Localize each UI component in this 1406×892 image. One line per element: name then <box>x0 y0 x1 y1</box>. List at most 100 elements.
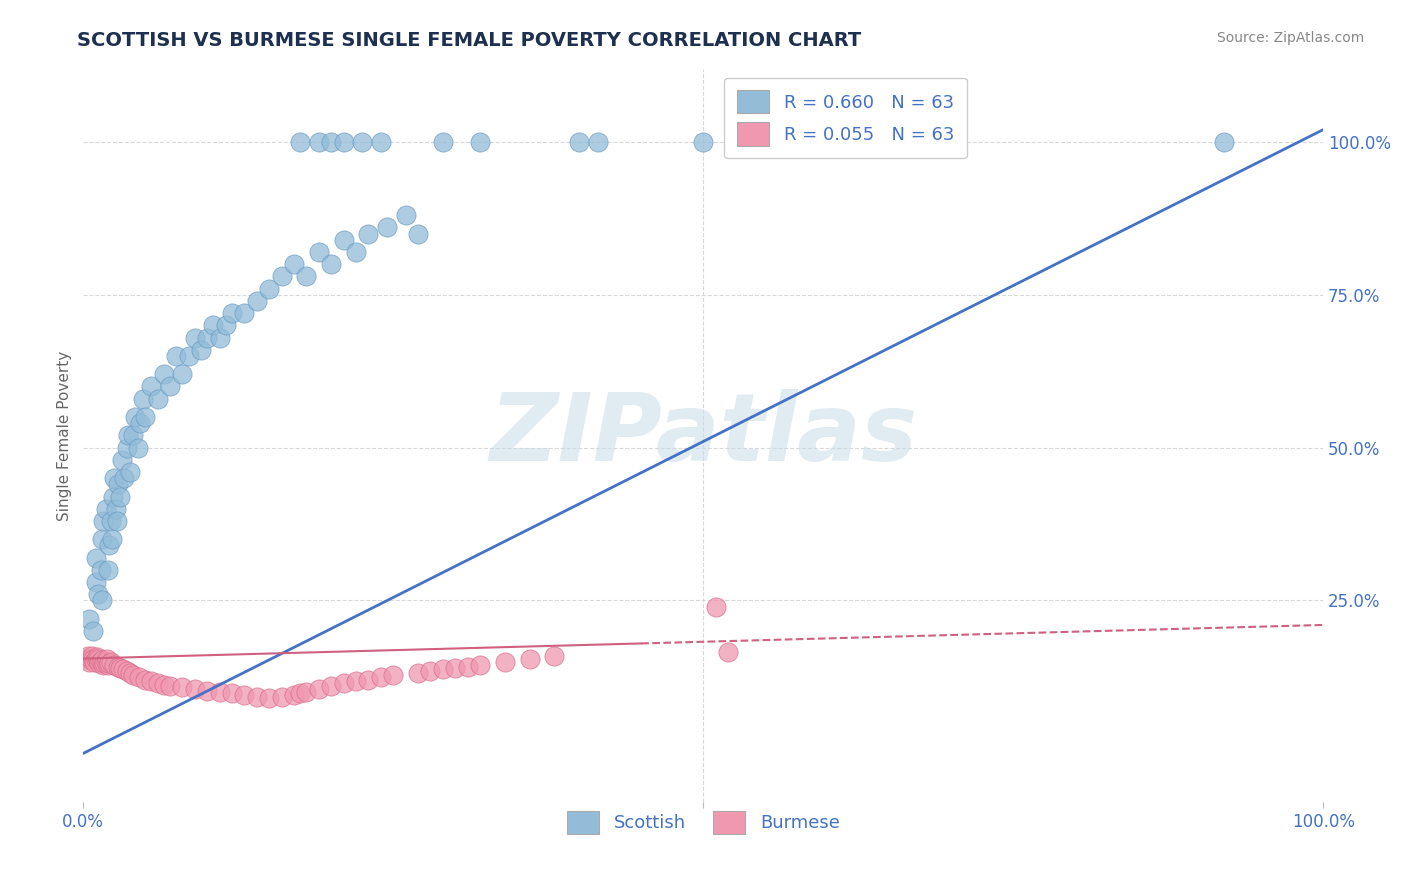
Point <box>344 244 367 259</box>
Point <box>321 257 343 271</box>
Point <box>120 665 142 680</box>
Point <box>370 135 392 149</box>
Point <box>159 679 181 693</box>
Text: SCOTTISH VS BURMESE SINGLE FEMALE POVERTY CORRELATION CHART: SCOTTISH VS BURMESE SINGLE FEMALE POVERT… <box>77 31 862 50</box>
Point <box>122 428 145 442</box>
Point <box>259 691 281 706</box>
Point <box>94 501 117 516</box>
Text: ZIPatlas: ZIPatlas <box>489 390 917 482</box>
Point <box>77 648 100 663</box>
Point <box>80 651 103 665</box>
Point <box>195 330 218 344</box>
Point <box>141 379 163 393</box>
Point <box>332 135 354 149</box>
Point <box>221 686 243 700</box>
Point <box>382 668 405 682</box>
Point <box>208 685 231 699</box>
Point <box>115 664 138 678</box>
Point <box>419 664 441 678</box>
Point <box>110 490 132 504</box>
Point <box>357 673 380 687</box>
Point <box>111 662 134 676</box>
Point <box>172 681 194 695</box>
Point <box>357 227 380 241</box>
Point <box>84 651 107 665</box>
Point <box>543 648 565 663</box>
Point <box>83 655 105 669</box>
Point <box>101 490 124 504</box>
Point <box>406 665 429 680</box>
Point <box>395 208 418 222</box>
Point <box>468 135 491 149</box>
Point <box>246 690 269 705</box>
Point <box>75 651 97 665</box>
Point <box>290 686 312 700</box>
Point <box>104 501 127 516</box>
Point <box>100 655 122 669</box>
Point <box>87 587 110 601</box>
Point <box>100 514 122 528</box>
Point <box>94 655 117 669</box>
Point <box>90 593 112 607</box>
Point <box>468 657 491 672</box>
Point <box>295 685 318 699</box>
Point <box>115 441 138 455</box>
Text: Source: ZipAtlas.com: Source: ZipAtlas.com <box>1216 31 1364 45</box>
Point <box>97 657 120 672</box>
Point <box>519 651 541 665</box>
Point <box>97 563 120 577</box>
Point <box>221 306 243 320</box>
Point <box>177 349 200 363</box>
Point <box>717 645 740 659</box>
Point <box>91 514 114 528</box>
Point <box>308 244 330 259</box>
Point <box>153 678 176 692</box>
Point <box>82 651 104 665</box>
Point <box>246 293 269 308</box>
Point <box>127 441 149 455</box>
Point <box>134 673 156 687</box>
Point <box>101 533 124 547</box>
Point <box>283 688 305 702</box>
Point <box>96 651 118 665</box>
Point <box>321 679 343 693</box>
Point <box>190 343 212 357</box>
Point <box>86 649 108 664</box>
Point <box>159 379 181 393</box>
Point <box>80 648 103 663</box>
Point <box>129 416 152 430</box>
Point <box>370 670 392 684</box>
Point <box>153 368 176 382</box>
Point <box>90 653 112 667</box>
Point <box>270 269 292 284</box>
Point <box>87 651 110 665</box>
Point <box>406 227 429 241</box>
Point <box>344 674 367 689</box>
Point <box>290 135 312 149</box>
Point <box>432 135 454 149</box>
Point <box>444 661 467 675</box>
Point <box>494 655 516 669</box>
Point <box>1213 135 1236 149</box>
Point <box>128 670 150 684</box>
Point <box>103 657 125 672</box>
Point <box>89 656 111 670</box>
Point <box>165 349 187 363</box>
Point <box>184 330 207 344</box>
Point <box>141 674 163 689</box>
Point <box>134 410 156 425</box>
Point <box>308 682 330 697</box>
Point <box>122 668 145 682</box>
Point <box>295 269 318 284</box>
Point <box>270 690 292 705</box>
Point <box>79 655 101 669</box>
Point <box>93 656 115 670</box>
Point <box>352 135 374 149</box>
Point <box>283 257 305 271</box>
Point <box>586 135 609 149</box>
Point <box>110 661 132 675</box>
Point <box>84 575 107 590</box>
Point <box>112 471 135 485</box>
Point <box>375 220 398 235</box>
Point <box>90 563 112 577</box>
